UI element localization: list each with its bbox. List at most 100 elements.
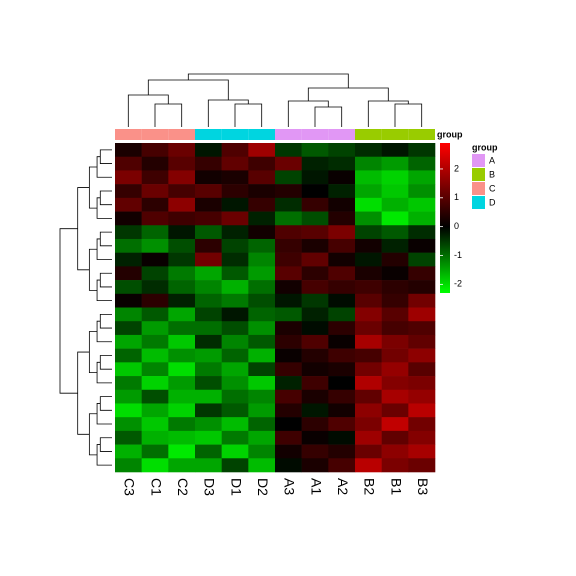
heatmap-cell [328,266,356,281]
heatmap-cell [141,252,169,267]
heatmap-cell [328,170,356,185]
heatmap-cell [221,225,249,240]
heatmap-cell [381,293,409,308]
heatmap-cell [141,334,169,349]
heatmap-cell [168,321,196,336]
heatmap-cell [275,389,302,404]
heatmap-cell [381,417,409,432]
heatmap-cell [301,225,329,240]
legend-label: B [489,169,495,179]
heatmap-cell [115,143,142,158]
heatmap-cell [141,307,169,322]
heatmap-cell [301,417,329,432]
heatmap-cell [328,389,356,404]
heatmap-cell [408,266,436,281]
heatmap-cell [355,348,382,363]
heatmap-cell [328,184,356,199]
heatmap-cell [168,197,196,212]
heatmap-cell [195,211,222,226]
heatmap-cell [301,293,329,308]
heatmap-cell [221,280,249,295]
heatmap-cell [248,280,276,295]
heatmap-cell [328,321,356,336]
heatmap-cell [355,403,382,418]
heatmap-cell [168,376,196,391]
colorbar-tick-label: -2 [454,279,462,289]
heatmap-cell [381,430,409,445]
heatmap-cell [221,197,249,212]
heatmap-cell [168,348,196,363]
heatmap-cell [168,238,196,253]
heatmap-cell [141,225,169,240]
heatmap-cell [328,348,356,363]
heatmap-cell [328,280,356,295]
heatmap-cell [115,376,142,391]
heatmap-cell [221,252,249,267]
heatmap-cell [115,417,142,432]
heatmap-cell [355,156,382,171]
annotation-label: group [437,129,463,139]
heatmap-cell [408,444,436,459]
heatmap-cell [301,143,329,158]
colorbar-tick-label: 0 [454,221,459,231]
heatmap-cell [381,197,409,212]
heatmap-cell [195,307,222,322]
heatmap-cell [275,184,302,199]
heatmap-cell [301,211,329,226]
heatmap-cell [275,348,302,363]
heatmap-cell [195,170,222,185]
column-label: D2 [255,478,271,496]
heatmap-cell [381,252,409,267]
heatmap-cell [355,238,382,253]
heatmap-cell [408,430,436,445]
heatmap-cell [221,403,249,418]
heatmap-cell [355,293,382,308]
heatmap-cell [168,280,196,295]
heatmap-cell [275,170,302,185]
heatmap-cell [115,444,142,459]
heatmap-cell [221,184,249,199]
column-label: D3 [202,478,218,496]
heatmap-cell [301,458,329,473]
heatmap-cell [115,348,142,363]
heatmap-cell [355,225,382,240]
heatmap-cell [221,170,249,185]
heatmap-cell [275,252,302,267]
heatmap-cell [408,156,436,171]
heatmap-cell [115,170,142,185]
heatmap-cell [248,348,276,363]
heatmap-cell [381,211,409,226]
annotation-cell [355,129,382,140]
legend-swatch [472,154,485,167]
heatmap-cell [355,170,382,185]
heatmap-cell [221,307,249,322]
heatmap-cell [221,417,249,432]
heatmap-cell [115,211,142,226]
legend-swatch [472,182,485,195]
heatmap-cell [141,211,169,226]
heatmap-cell [408,417,436,432]
heatmap-cell [141,430,169,445]
colorbar-tick-label: -1 [454,250,462,260]
annotation-cell [195,129,222,140]
heatmap-cell [195,184,222,199]
heatmap-cell [221,266,249,281]
annotation-cell [141,129,169,140]
heatmap-cell [248,458,276,473]
heatmap-cell [248,334,276,349]
heatmap-cell [248,197,276,212]
legend-swatch [472,168,485,181]
heatmap-cell [381,307,409,322]
heatmap-cell [275,334,302,349]
heatmap-cell [275,225,302,240]
heatmap-cell [221,444,249,459]
legend-label: D [489,197,496,207]
heatmap-cell [275,293,302,308]
heatmap-cell [301,156,329,171]
annotation-cell [115,129,142,140]
legend-title: group [472,142,498,152]
heatmap-cell [381,156,409,171]
heatmap-cell [328,376,356,391]
heatmap-cell [195,321,222,336]
heatmap-cell [408,280,436,295]
